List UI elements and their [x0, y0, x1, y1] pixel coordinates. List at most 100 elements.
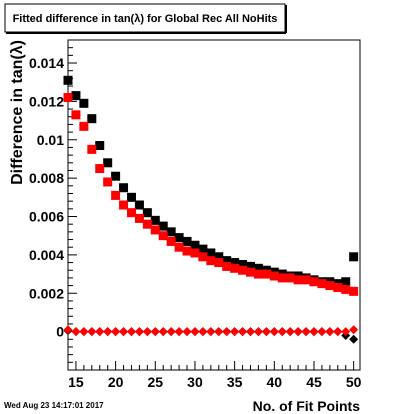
data-point-diamond [301, 327, 311, 337]
data-point-square [87, 144, 97, 154]
data-point-diamond [198, 327, 208, 337]
data-point-diamond [174, 327, 184, 337]
data-point-square [142, 208, 152, 218]
data-point-diamond [238, 327, 248, 337]
data-point-square [222, 261, 232, 271]
y-tick-label: 0 [56, 324, 64, 340]
data-point-square [285, 273, 295, 283]
data-point-square [269, 271, 279, 281]
data-point-square [126, 192, 136, 202]
data-point-square [95, 164, 105, 174]
x-tick-label: 40 [267, 374, 283, 390]
y-tick-label: 0.014 [29, 55, 64, 71]
data-point-square [119, 183, 129, 193]
y-axis-title: Difference in tan(λ) [9, 40, 26, 185]
data-point-square [190, 248, 200, 258]
data-point-diamond [103, 327, 113, 337]
data-point-diamond [79, 327, 89, 337]
y-axis-ticks: 0 0.002 0.004 0.006 0.008 0.01 0.012 0.014 [29, 47, 77, 363]
data-point-square [119, 200, 129, 210]
data-point-square [166, 236, 176, 246]
data-point-square [253, 269, 263, 279]
data-point-diamond [158, 327, 168, 337]
data-point-diamond [206, 327, 216, 337]
data-point-square [222, 256, 232, 266]
data-point-diamond [230, 327, 240, 337]
data-point-square [230, 258, 240, 268]
x-tick-label: 30 [187, 374, 203, 390]
data-point-square [174, 242, 184, 252]
data-point-square [166, 227, 176, 237]
data-point-diamond [293, 327, 303, 337]
data-point-square [158, 231, 168, 241]
data-point-diamond [150, 327, 160, 337]
data-point-square [63, 93, 73, 103]
y-tick-label: 0.008 [29, 170, 64, 186]
data-markers [63, 75, 359, 344]
x-tick-label: 20 [108, 374, 124, 390]
title-box: Fitted difference in tan(λ) for Global R… [4, 3, 287, 34]
data-point-square [325, 281, 335, 291]
data-point-diamond [277, 327, 287, 337]
data-point-square [333, 283, 343, 292]
x-tick-label: 35 [227, 374, 243, 390]
data-point-square [158, 221, 168, 231]
data-point-square [341, 284, 351, 294]
data-point-square [126, 208, 136, 218]
data-point-square [111, 190, 121, 200]
data-point-square [206, 256, 216, 266]
data-point-diamond [253, 327, 263, 337]
data-point-square [309, 277, 319, 287]
y-tick-label: 0.006 [29, 209, 64, 225]
x-axis-ticks: 15 20 25 30 35 40 45 50 [67, 361, 362, 390]
x-tick-label: 25 [147, 374, 163, 390]
data-point-square [317, 279, 327, 289]
data-point-square [190, 240, 200, 250]
y-tick-label: 0.004 [29, 247, 64, 263]
data-point-square [111, 171, 121, 181]
data-point-diamond [126, 327, 136, 337]
data-point-diamond [166, 327, 176, 337]
data-point-diamond [134, 327, 144, 337]
y-tick-label: 0.01 [37, 132, 64, 148]
data-point-square [206, 248, 216, 258]
data-point-square [182, 236, 192, 246]
data-point-square [301, 275, 311, 285]
data-point-square [230, 263, 240, 273]
data-point-square [277, 273, 287, 283]
x-axis-title: No. of Fit Points [253, 398, 361, 414]
data-point-diamond [111, 327, 121, 337]
data-point-diamond [341, 327, 351, 337]
data-point-square [246, 267, 255, 277]
data-point-square [214, 252, 224, 262]
plot-frame [67, 39, 361, 371]
data-point-square [150, 225, 160, 235]
data-point-square [198, 244, 208, 254]
chart-title: Fitted difference in tan(λ) for Global R… [13, 13, 278, 25]
data-point-square [174, 233, 184, 243]
data-point-square [261, 269, 271, 279]
data-point-diamond [119, 327, 129, 337]
data-point-square [63, 75, 73, 85]
data-point-square [87, 114, 97, 124]
data-point-diamond [309, 327, 319, 337]
data-point-square [238, 259, 248, 269]
data-point-square [182, 246, 192, 256]
data-point-square [95, 141, 105, 151]
data-point-square [134, 200, 144, 210]
data-point-square [349, 252, 359, 262]
data-point-square [71, 91, 81, 101]
data-point-diamond [95, 327, 105, 337]
data-point-diamond [246, 327, 255, 337]
data-point-square [134, 213, 144, 223]
data-point-square [349, 286, 359, 296]
data-point-square [238, 265, 248, 275]
data-point-diamond [285, 327, 295, 337]
x-tick-label: 45 [306, 374, 322, 390]
data-point-square [142, 219, 152, 229]
data-point-diamond [190, 327, 200, 337]
data-point-square [79, 98, 89, 108]
data-point-diamond [325, 327, 335, 337]
